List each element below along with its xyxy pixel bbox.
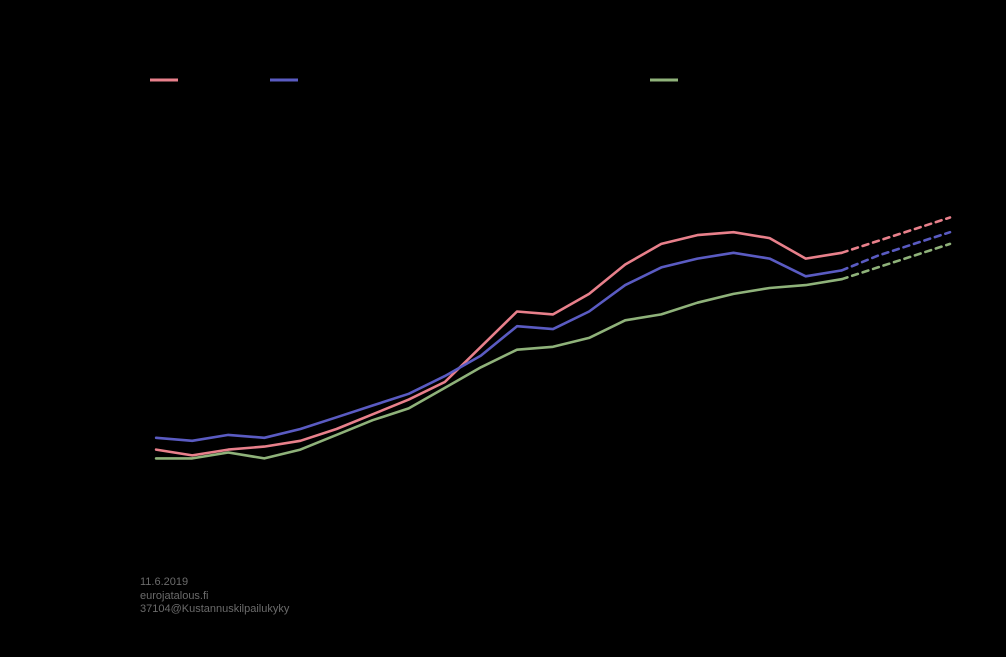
footer-site: eurojatalous.fi (140, 590, 289, 604)
footer-date: 11.6.2019 (140, 576, 289, 590)
chart-background (0, 0, 1006, 657)
footer-ref: 37104@Kustannuskilpailukyky (140, 603, 289, 617)
chart-footer: 11.6.2019 eurojatalous.fi 37104@Kustannu… (140, 576, 289, 617)
chart-container: 11.6.2019 eurojatalous.fi 37104@Kustannu… (0, 0, 1006, 657)
line-chart (0, 0, 1006, 657)
